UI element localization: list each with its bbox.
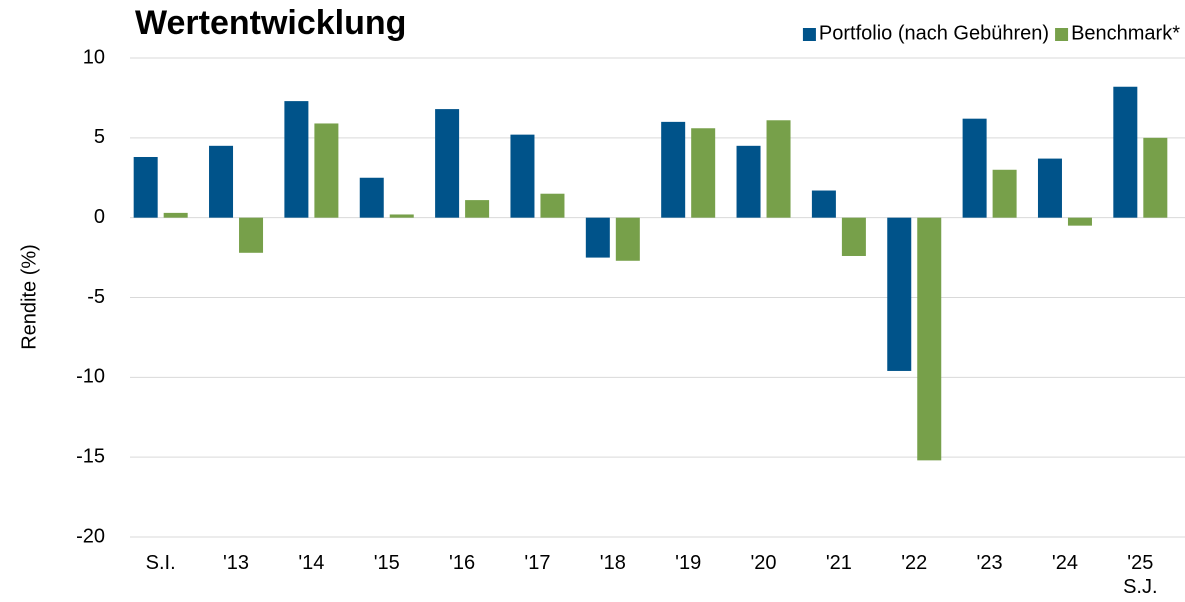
- bar: [615, 217, 640, 261]
- x-tick-label: '16: [449, 552, 476, 574]
- bar: [133, 156, 158, 218]
- x-tick-label: '25 S.J.: [1123, 552, 1158, 598]
- x-tick-label: '15: [373, 552, 400, 574]
- bar: [766, 120, 791, 218]
- bar: [992, 169, 1017, 218]
- bar: [736, 145, 761, 218]
- x-tick-label: S.I.: [145, 552, 176, 574]
- bar: [917, 217, 942, 461]
- x-tick-label: '14: [298, 552, 325, 574]
- bar: [1143, 137, 1168, 218]
- x-tick-label: '24: [1051, 552, 1078, 574]
- x-tick-label: '20: [750, 552, 777, 574]
- bar: [163, 212, 188, 218]
- x-tick-label: '19: [675, 552, 702, 574]
- y-tick-label: -5: [87, 286, 105, 308]
- y-tick-label: 0: [94, 206, 105, 228]
- bar: [962, 118, 987, 218]
- legend-swatch: [1055, 28, 1069, 41]
- bar: [540, 193, 565, 218]
- bar: [585, 217, 610, 258]
- y-tick-label: -10: [76, 366, 105, 388]
- bar: [1113, 86, 1138, 218]
- bar: [314, 123, 339, 218]
- legend-label: Benchmark*: [1071, 22, 1180, 44]
- bar: [811, 190, 836, 218]
- bar: [1037, 158, 1062, 218]
- x-tick-label: '21: [825, 552, 852, 574]
- x-tick-label: '18: [599, 552, 626, 574]
- chart-title: Wertentwicklung: [135, 4, 406, 42]
- x-tick-label: '23: [976, 552, 1003, 574]
- x-tick-label: '17: [524, 552, 551, 574]
- bar: [887, 217, 912, 371]
- y-tick-label: -15: [76, 445, 105, 467]
- bar: [239, 217, 264, 253]
- bar: [209, 145, 234, 218]
- bar: [691, 128, 716, 218]
- x-tick-label: '22: [901, 552, 928, 574]
- y-tick-label: -20: [76, 525, 105, 547]
- bar: [359, 177, 384, 218]
- y-tick-label: 10: [83, 46, 105, 68]
- bar: [284, 101, 309, 218]
- bar: [1067, 217, 1092, 226]
- bar: [465, 200, 490, 218]
- legend-label: Portfolio (nach Gebühren): [819, 22, 1049, 44]
- bar: [841, 217, 866, 256]
- y-tick-label: 5: [94, 126, 105, 148]
- bar: [510, 134, 535, 218]
- y-axis-label: Rendite (%): [18, 244, 40, 350]
- bar: [661, 121, 686, 218]
- x-tick-label: '13: [222, 552, 250, 574]
- bar: [435, 109, 460, 218]
- legend-swatch: [802, 28, 816, 41]
- bar: [389, 214, 414, 218]
